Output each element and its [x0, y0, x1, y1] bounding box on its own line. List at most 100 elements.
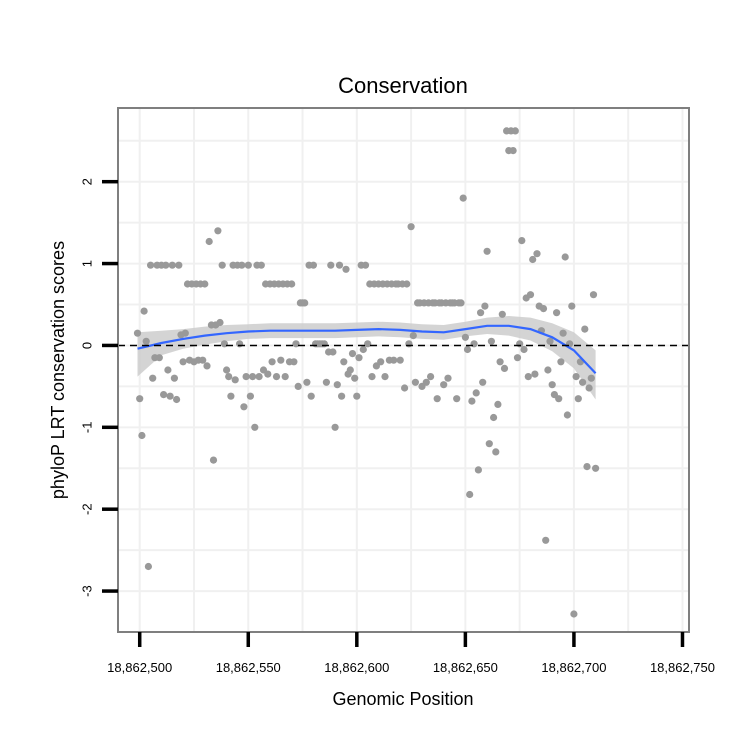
data-point [529, 255, 537, 264]
data-point [364, 340, 372, 348]
data-point [572, 373, 580, 381]
data-point [483, 247, 491, 255]
data-point [201, 280, 209, 288]
data-point [533, 250, 541, 258]
data-point [244, 261, 252, 269]
data-point [164, 366, 172, 374]
data-point [401, 384, 409, 392]
data-point [583, 463, 591, 471]
data-point [511, 127, 519, 135]
data-point [405, 340, 413, 348]
data-point [147, 261, 155, 269]
data-point [277, 356, 285, 364]
data-point [136, 395, 144, 403]
data-point [327, 261, 335, 269]
data-points [133, 127, 600, 618]
data-point [255, 373, 263, 381]
data-point [390, 356, 398, 364]
data-point [322, 378, 330, 386]
data-point [409, 332, 417, 340]
data-point [307, 392, 315, 400]
data-point [477, 309, 485, 317]
data-point [479, 378, 487, 386]
data-point [149, 374, 157, 382]
data-point [209, 456, 218, 464]
data-point [246, 392, 254, 400]
data-point [427, 373, 435, 381]
data-point [155, 354, 163, 362]
data-point [309, 261, 317, 269]
confidence-band-group [137, 316, 596, 400]
data-point [288, 280, 296, 288]
data-point [359, 345, 367, 354]
y-tick-label: 1 [79, 260, 94, 267]
data-point [496, 358, 504, 366]
data-point [581, 325, 589, 333]
data-point [268, 358, 276, 366]
data-point [422, 378, 430, 386]
x-tick-label: 18,862,500 [107, 660, 172, 675]
panel-border [117, 107, 690, 633]
data-point [542, 536, 550, 544]
data-point [466, 490, 474, 499]
data-point [509, 147, 517, 155]
data-point [433, 395, 441, 403]
y-tick-label: 0 [79, 342, 94, 349]
data-point [240, 403, 248, 411]
data-point [218, 261, 226, 269]
x-tick-label: 18,862,700 [541, 660, 606, 675]
x-tick-label: 18,862,650 [433, 660, 498, 675]
data-point [557, 358, 565, 366]
data-point [461, 333, 469, 341]
data-point [251, 423, 259, 431]
data-point [407, 223, 415, 231]
data-point [181, 329, 189, 337]
data-point [579, 378, 587, 386]
data-point [238, 261, 246, 269]
data-point [470, 340, 478, 348]
data-point [574, 395, 582, 403]
data-point [468, 397, 476, 405]
data-point [292, 340, 300, 348]
data-point [381, 373, 389, 381]
data-point [242, 373, 250, 381]
x-tick-label: 18,862,600 [324, 660, 389, 675]
data-point [249, 373, 257, 381]
data-point [592, 464, 600, 472]
data-point [351, 374, 359, 382]
x-axis: 18,862,500 18,862,550 18,862,600 18,862,650… [107, 632, 715, 675]
data-point [162, 261, 170, 269]
data-point [142, 337, 150, 345]
grid-lines [118, 108, 689, 632]
data-point [463, 345, 472, 354]
data-point [281, 373, 289, 381]
data-point [498, 310, 506, 318]
data-point [516, 340, 524, 348]
data-point [474, 466, 482, 474]
data-point [214, 227, 222, 235]
data-point [346, 366, 354, 374]
data-point [303, 378, 311, 386]
data-point [500, 364, 509, 372]
data-point [335, 261, 344, 269]
y-tick-label: -2 [79, 503, 94, 515]
data-point [472, 389, 480, 397]
chart-title: Conservation [338, 73, 468, 98]
data-point [531, 370, 539, 378]
smooth-line-group [137, 324, 597, 375]
data-point [236, 340, 244, 348]
data-point [559, 329, 567, 337]
data-point [220, 340, 228, 348]
data-point [216, 318, 224, 327]
x-tick-label: 18,862,750 [650, 660, 715, 675]
data-point [331, 423, 339, 431]
data-point [546, 337, 554, 345]
data-point [223, 366, 231, 374]
data-point [368, 373, 376, 381]
data-point [589, 291, 598, 299]
x-axis-label: Genomic Position [332, 689, 473, 709]
data-point [485, 440, 493, 448]
data-point [338, 392, 346, 400]
data-point [520, 345, 528, 354]
